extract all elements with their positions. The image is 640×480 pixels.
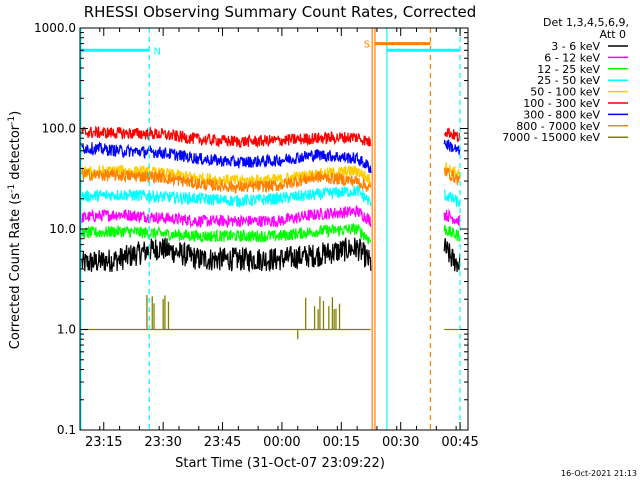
x-tick-label: 00:00 [263, 435, 300, 450]
series-line [443, 127, 461, 143]
axes-layer: 1000.0 100.0 10.0 1.0 0.1 23:15 23:30 23:45 00:0… [34, 21, 479, 450]
x-tick-label: 00:15 [323, 435, 360, 450]
flag-bar-label: S [364, 40, 370, 51]
legend-label: 100 - 300 keV [523, 97, 600, 110]
x-tick-label: 00:45 [441, 435, 478, 450]
x-tick-label: 23:45 [204, 435, 241, 450]
series-line [81, 222, 372, 245]
y-axis-label-sup1: -1 [7, 184, 17, 193]
series-line [81, 168, 372, 194]
y-tick-label: 10.0 [49, 222, 76, 236]
y-axis-label-mid: detector [8, 124, 23, 184]
series-line [81, 204, 372, 229]
y-axis-label-end: ) [8, 111, 23, 116]
series-line [81, 125, 372, 149]
legend-label: 7000 - 15000 keV [502, 131, 600, 144]
x-axis-label: Start Time (31-Oct-07 23:09:22) [175, 456, 385, 471]
x-tick-label: 00:30 [382, 435, 419, 450]
series-line [81, 141, 372, 174]
y-axis-label-main: Corrected Count Rate (s [8, 193, 23, 350]
series-line [443, 238, 461, 273]
series-line [443, 166, 461, 186]
legend-header-detectors: Det 1,3,4,5,6,9, [543, 16, 629, 29]
series-line [443, 224, 461, 242]
legend-label: 800 - 7000 keV [516, 120, 600, 133]
chart-title: RHESSI Observing Summary Count Rates, Co… [84, 3, 477, 21]
legend-label: 25 - 50 keV [537, 74, 600, 87]
data-layer [81, 125, 461, 340]
y-tick-label: 0.1 [57, 423, 76, 437]
series-line [443, 189, 461, 208]
x-tick-label: 23:15 [85, 435, 122, 450]
y-axis-label: Corrected Count Rate (s-1 detector-1) [7, 111, 23, 349]
legend-label: 300 - 800 keV [523, 108, 600, 121]
series-line [443, 139, 461, 155]
legend-label: 12 - 25 keV [537, 63, 600, 76]
series-line [81, 185, 372, 209]
series-line [443, 208, 461, 227]
y-tick-label: 1000.0 [34, 21, 76, 35]
y-tick-label: 1.0 [57, 323, 76, 337]
x-tick-label: 23:30 [144, 435, 181, 450]
flag-bar-label: N [154, 46, 161, 57]
legend-label: 6 - 12 keV [544, 51, 600, 64]
footer-date: 16-Oct-2021 21:13 [561, 469, 637, 478]
legend-header-attenuator: Att 0 [600, 28, 626, 41]
series-line [81, 237, 372, 273]
y-axis-label-sup2: -1 [7, 116, 17, 125]
legend-label: 50 - 100 keV [530, 86, 600, 99]
legend-label: 3 - 6 keV [551, 40, 600, 53]
y-tick-label: 100.0 [42, 122, 76, 136]
